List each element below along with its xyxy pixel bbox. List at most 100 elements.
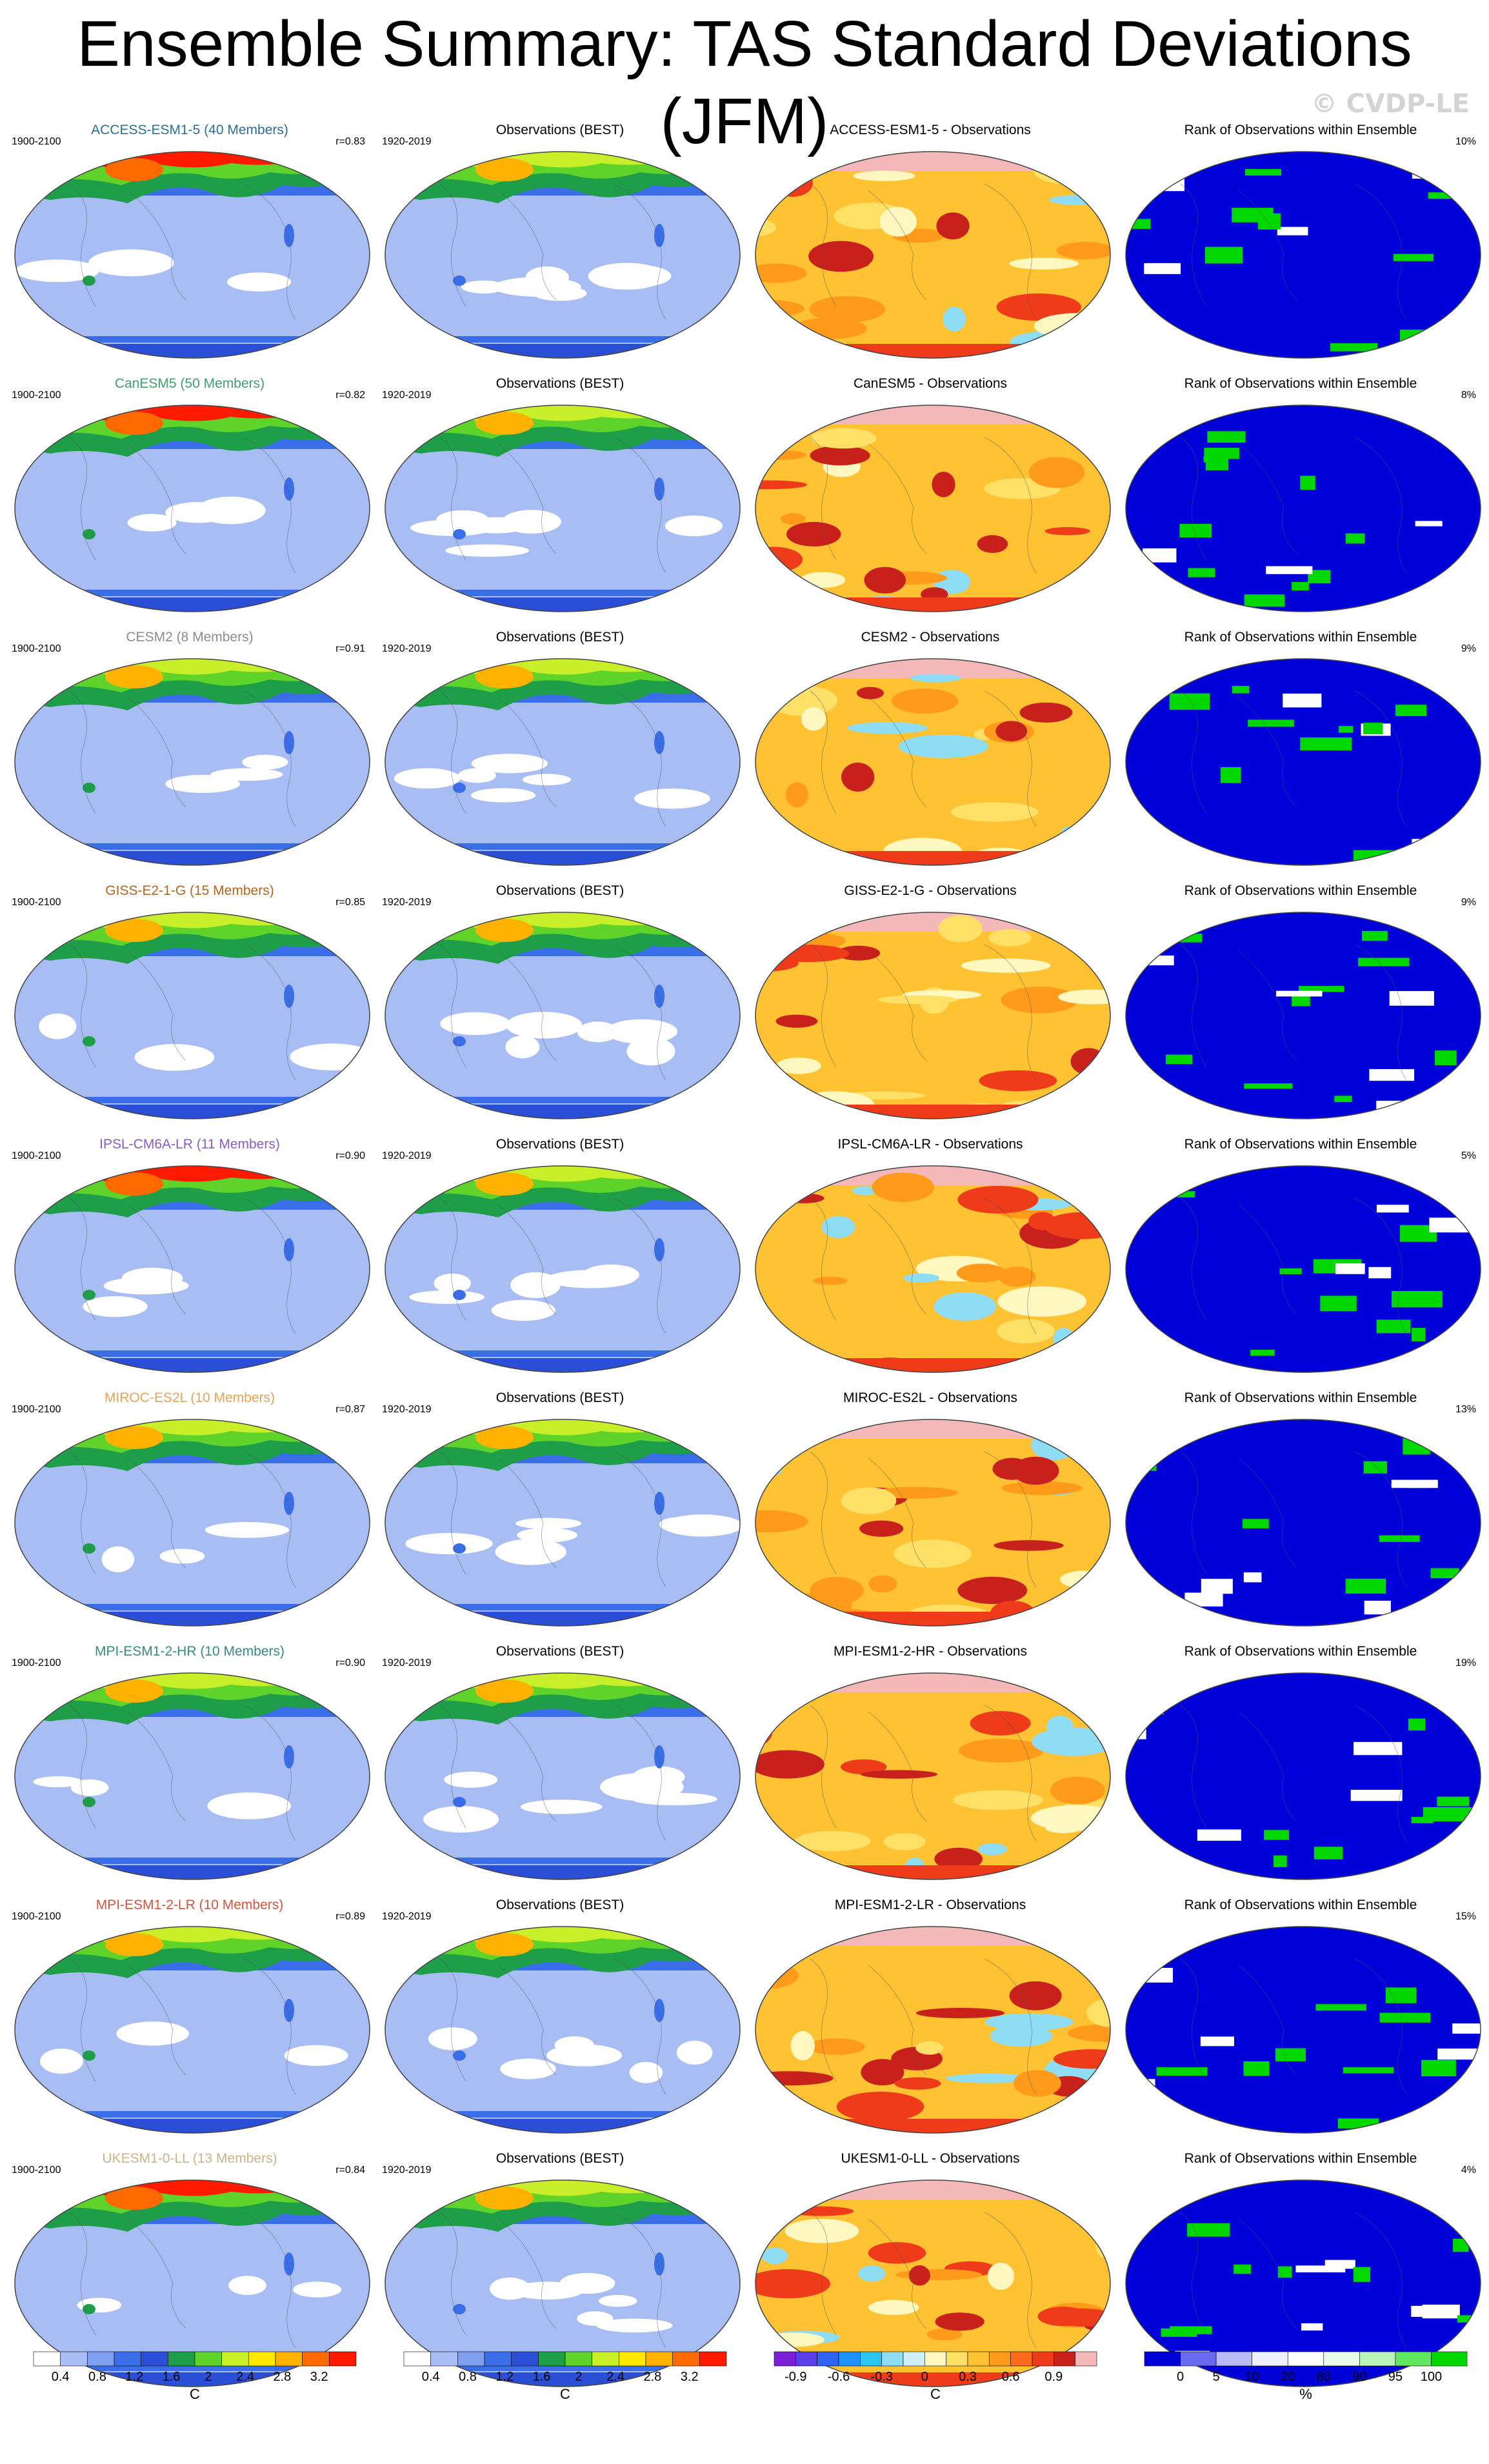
model-map xyxy=(12,652,373,872)
diff-map xyxy=(752,1667,1114,1886)
model-map xyxy=(12,399,373,618)
pattern-correlation: r=0.91 xyxy=(335,643,365,654)
colorbar-swatch xyxy=(1215,2351,1252,2367)
obs-title: Observations (BEST) xyxy=(495,2151,625,2166)
obs-title: Observations (BEST) xyxy=(495,376,625,391)
rank-map xyxy=(1123,1159,1484,1379)
colorbar-tick-label: 2.4 xyxy=(236,2370,254,2384)
diff-title: GISS-E2-1-G - Observations xyxy=(844,883,1017,898)
rank-percent: 10% xyxy=(1455,136,1476,147)
colorbar-swatch xyxy=(1287,2351,1324,2367)
colorbar-swatch xyxy=(860,2351,882,2367)
rank-map xyxy=(1123,145,1484,365)
obs-title: Observations (BEST) xyxy=(495,1898,625,1912)
watermark: © CVDP-LE xyxy=(1311,89,1470,119)
colorbar-swatch xyxy=(329,2351,357,2367)
diff-map-panel: CanESM5 - Observations xyxy=(748,373,1112,626)
rank-map-panel: Rank of Observations within Ensemble 10% xyxy=(1119,119,1483,373)
panel-row: GISS-E2-1-G (15 Members) 1900-2100 r=0.85 O… xyxy=(0,880,1489,1134)
colorbar-swatch xyxy=(881,2351,904,2367)
rank-map-panel: Rank of Observations within Ensemble 15% xyxy=(1119,1894,1483,2148)
colorbar-tick-label: 90 xyxy=(1352,2370,1366,2384)
rank-percent: 19% xyxy=(1455,1658,1476,1668)
model-title: MPI-ESM1-2-HR (10 Members) xyxy=(94,1644,285,1659)
rank-title: Rank of Observations within Ensemble xyxy=(1184,1390,1417,1405)
obs-map-panel: Observations (BEST) 1920-2019 xyxy=(378,626,742,880)
diff-map-panel: ACCESS-ESM1-5 - Observations xyxy=(748,119,1112,373)
colorbar-tick-label: 2 xyxy=(575,2370,582,2384)
colorbar-swatch xyxy=(1180,2351,1217,2367)
diff-map-panel: IPSL-CM6A-LR - Observations xyxy=(748,1134,1112,1387)
rank-title: Rank of Observations within Ensemble xyxy=(1184,1898,1417,1912)
colorbar-tick-label: -0.3 xyxy=(870,2370,892,2384)
obs-map-panel: Observations (BEST) 1920-2019 xyxy=(378,880,742,1134)
colorbar-tick-label: -0.9 xyxy=(784,2370,806,2384)
rank-title: Rank of Observations within Ensemble xyxy=(1184,1644,1417,1659)
model-title: CanESM5 (50 Members) xyxy=(114,376,265,391)
colorbar-swatch xyxy=(114,2351,141,2367)
rank-map xyxy=(1123,1413,1484,1632)
colorbar-swatch xyxy=(457,2351,485,2367)
colorbar-tick-label: 0 xyxy=(1177,2370,1184,2384)
colorbar-swatch xyxy=(511,2351,539,2367)
model-map-panel: IPSL-CM6A-LR (11 Members) 1900-2100 r=0.90 xyxy=(8,1134,372,1387)
colorbar-swatch xyxy=(1075,2351,1097,2367)
pattern-correlation: r=0.84 xyxy=(335,2165,365,2176)
colorbar-swatch xyxy=(430,2351,458,2367)
colorbar-swatch xyxy=(1323,2351,1360,2367)
panel-row: MPI-ESM1-2-HR (10 Members) 1900-2100 r=0.9… xyxy=(0,1641,1489,1894)
diff-title: MPI-ESM1-2-LR - Observations xyxy=(834,1898,1026,1912)
period-label: 1900-2100 xyxy=(12,1658,61,1668)
pattern-correlation: r=0.82 xyxy=(335,390,365,401)
obs-title: Observations (BEST) xyxy=(495,1390,625,1405)
colorbar-swatch xyxy=(903,2351,925,2367)
rank-percent: 15% xyxy=(1455,1911,1476,1922)
model-map xyxy=(12,1920,373,2139)
period-label: 1920-2019 xyxy=(382,2165,432,2176)
model-map-panel: ACCESS-ESM1-5 (40 Members) 1900-2100 r=0.8… xyxy=(8,119,372,373)
diff-map xyxy=(752,1413,1114,1632)
period-label: 1900-2100 xyxy=(12,390,61,401)
diff-map-panel: UKESM1-0-LL - Observations xyxy=(748,2148,1112,2401)
rank-percent: 13% xyxy=(1455,1404,1476,1415)
colorbar: 0.4 0.8 1.2 1.6 2 2.4 2.8 3.2 C xyxy=(27,2349,363,2445)
model-map xyxy=(12,2174,373,2393)
pattern-correlation: r=0.85 xyxy=(335,897,365,908)
rank-map-panel: Rank of Observations within Ensemble 5% xyxy=(1119,1134,1483,1387)
period-label: 1920-2019 xyxy=(382,1658,432,1668)
pattern-correlation: r=0.90 xyxy=(335,1150,365,1161)
diff-map-panel: MPI-ESM1-2-LR - Observations xyxy=(748,1894,1112,2148)
model-map-panel: UKESM1-0-LL (13 Members) 1900-2100 r=0.84 xyxy=(8,2148,372,2401)
colorbar-tick-label: 0.3 xyxy=(959,2370,977,2384)
colorbar-tick-label: 1.6 xyxy=(163,2370,181,2384)
diff-title: IPSL-CM6A-LR - Observations xyxy=(837,1137,1023,1152)
period-label: 1920-2019 xyxy=(382,1150,432,1161)
obs-title: Observations (BEST) xyxy=(495,1644,625,1659)
colorbar-unit: C xyxy=(560,2386,570,2402)
colorbar-tick-label: 1.2 xyxy=(125,2370,143,2384)
period-label: 1900-2100 xyxy=(12,2165,61,2176)
rank-map xyxy=(1123,906,1484,1125)
model-map-panel: CanESM5 (50 Members) 1900-2100 r=0.82 xyxy=(8,373,372,626)
diff-map xyxy=(752,906,1114,1125)
colorbar-swatch xyxy=(1032,2351,1054,2367)
model-map-panel: MPI-ESM1-2-HR (10 Members) 1900-2100 r=0.9… xyxy=(8,1641,372,1894)
colorbar-swatch xyxy=(248,2351,276,2367)
colorbar-unit: C xyxy=(190,2386,200,2402)
colorbar-swatch xyxy=(838,2351,861,2367)
colorbar-swatch xyxy=(672,2351,700,2367)
colorbar-tick-label: -0.6 xyxy=(828,2370,850,2384)
colorbar-tick-label: 95 xyxy=(1388,2370,1403,2384)
colorbar-swatch xyxy=(484,2351,512,2367)
rank-title: Rank of Observations within Ensemble xyxy=(1184,2151,1417,2166)
model-title: IPSL-CM6A-LR (11 Members) xyxy=(99,1137,280,1152)
diff-map-panel: CESM2 - Observations xyxy=(748,626,1112,880)
colorbar-tick-label: 1.6 xyxy=(533,2370,551,2384)
diff-title: MIROC-ES2L - Observations xyxy=(843,1390,1017,1405)
panel-row: IPSL-CM6A-LR (11 Members) 1900-2100 r=0.90… xyxy=(0,1134,1489,1387)
diff-map xyxy=(752,399,1114,618)
rank-map xyxy=(1123,1920,1484,2139)
diff-map-panel: GISS-E2-1-G - Observations xyxy=(748,880,1112,1134)
colorbar-swatch xyxy=(33,2351,61,2367)
colorbar-tick-label: 20 xyxy=(1281,2370,1295,2384)
